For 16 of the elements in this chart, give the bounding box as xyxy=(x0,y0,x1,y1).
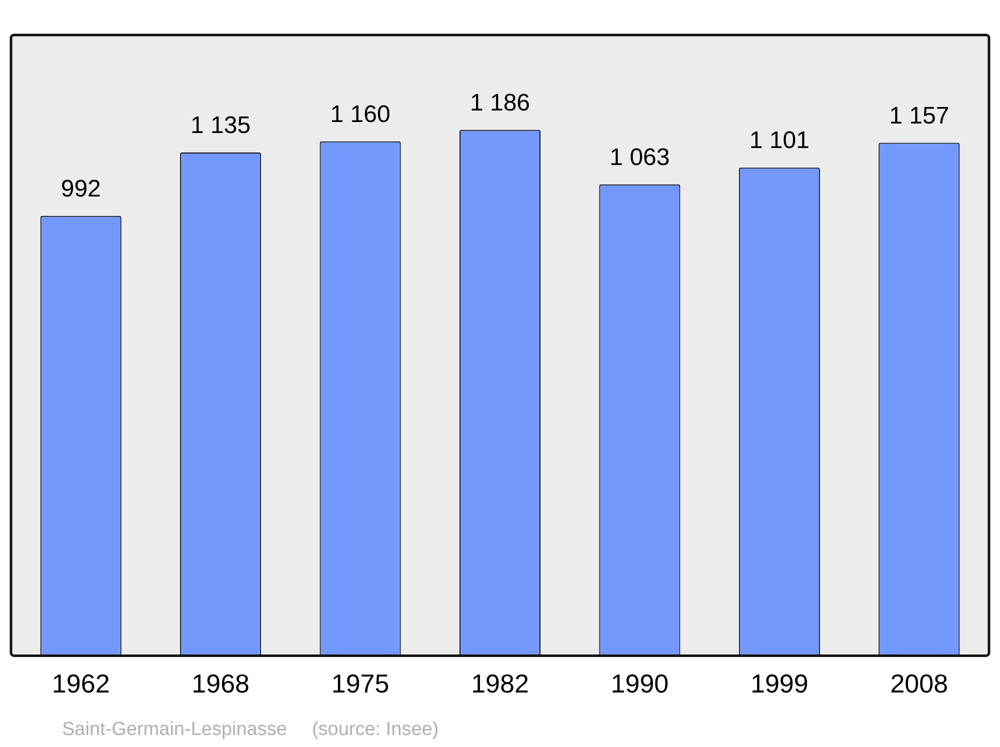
text: (source: Insee) xyxy=(312,719,439,740)
data-label: 1 063 xyxy=(610,144,670,172)
x-tick-label: 1962 xyxy=(52,668,110,699)
data-label: 1 157 xyxy=(889,102,950,130)
x-tick-label: 1975 xyxy=(331,668,390,699)
data-label: 1 135 xyxy=(190,112,251,140)
data-label: 992 xyxy=(60,176,101,203)
data-label: 1 101 xyxy=(749,127,810,154)
x-tick-label: 1990 xyxy=(610,668,669,699)
data-label: 1 160 xyxy=(330,101,390,128)
x-tick-label: 1999 xyxy=(750,668,808,699)
text: Saint-Germain-Lespinasse xyxy=(62,719,287,740)
data-label: 1 186 xyxy=(470,90,530,117)
x-tick-label: 2008 xyxy=(890,668,948,699)
x-tick-label: 1982 xyxy=(471,668,529,699)
x-tick-label: 1968 xyxy=(192,668,250,699)
